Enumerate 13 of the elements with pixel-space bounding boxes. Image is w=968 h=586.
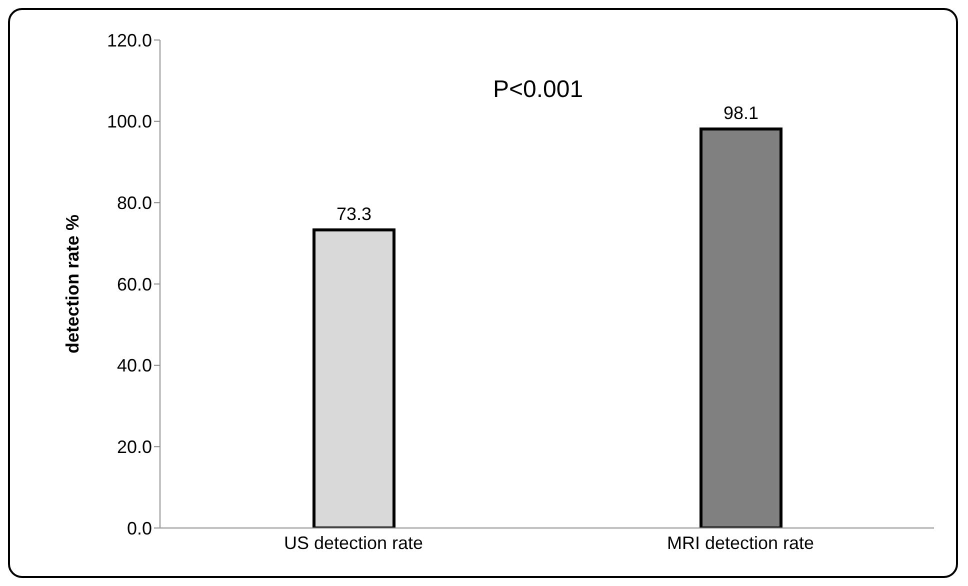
x-tick-label: MRI detection rate bbox=[666, 532, 814, 553]
y-tick-label: 120.0 bbox=[106, 30, 152, 50]
y-tick-label: 60.0 bbox=[116, 274, 152, 294]
y-axis-title: detection rate % bbox=[62, 214, 82, 354]
data-label: 98.1 bbox=[723, 103, 759, 124]
y-tick-label: 100.0 bbox=[106, 112, 152, 132]
data-label: 73.3 bbox=[336, 204, 372, 224]
y-tick-label: 40.0 bbox=[116, 356, 152, 376]
y-tick-label: 20.0 bbox=[116, 437, 152, 458]
annotation: P<0.001 bbox=[492, 76, 584, 104]
y-tick-label: 0.0 bbox=[126, 518, 152, 538]
x-tick-label: US detection rate bbox=[284, 532, 424, 553]
y-tick-label: 80.0 bbox=[116, 193, 152, 214]
